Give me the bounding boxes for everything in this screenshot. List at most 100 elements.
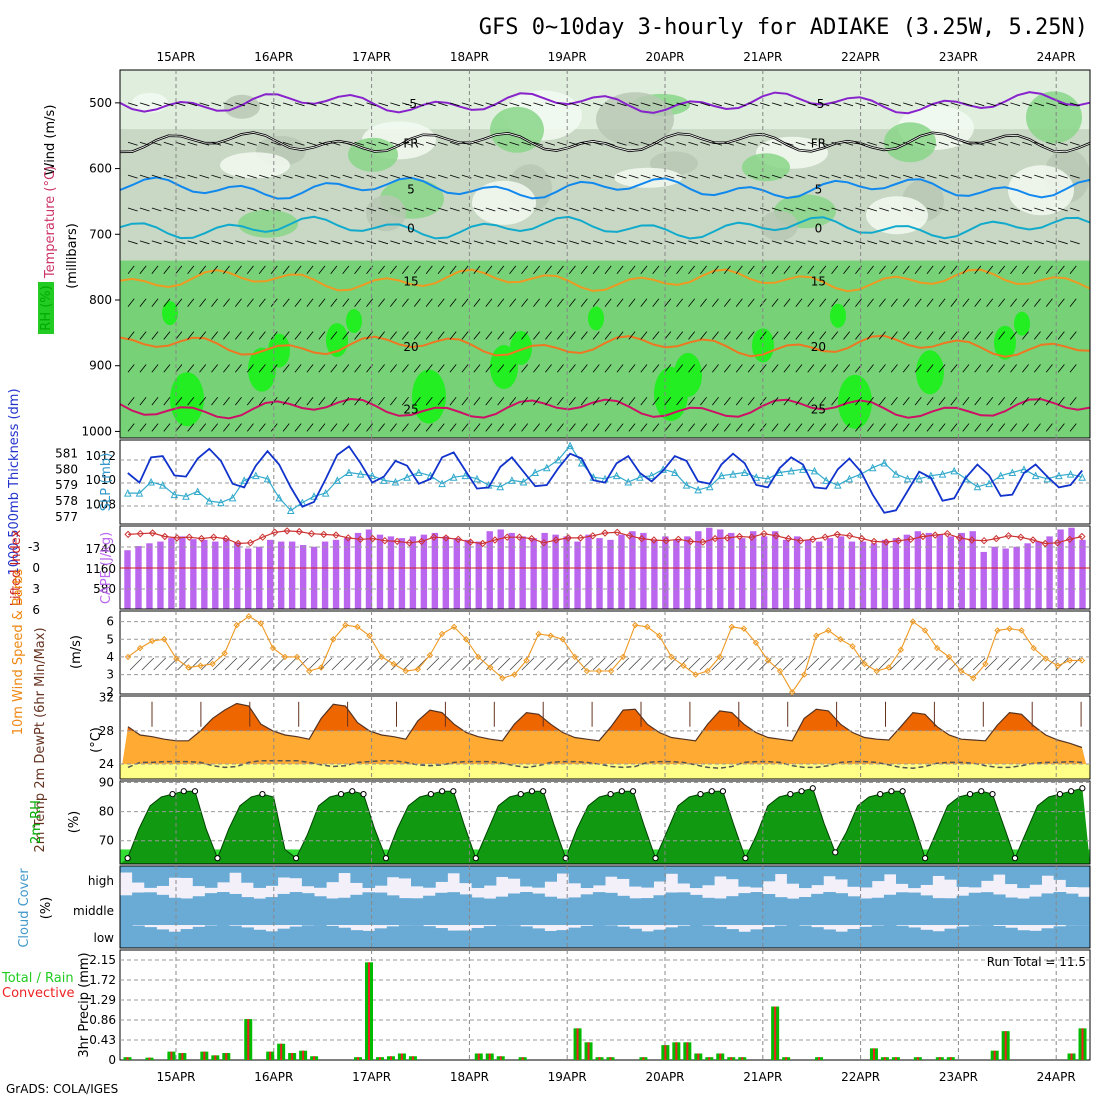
wind-barb [890,364,898,373]
wind-barb [640,174,651,179]
cloud-bar [932,866,945,876]
day-label-bottom: 20APR [645,1070,684,1084]
cloud-bar [689,925,703,948]
wind-barb [414,207,424,212]
li-point [674,535,683,544]
precip-convective-bar [411,1056,414,1060]
wind-barb [282,423,290,432]
wind-barb [426,102,436,107]
wind-barb [902,397,910,406]
thickness-point [286,506,295,514]
cloud-bar [423,926,436,948]
wind-barb-10m [604,657,618,671]
wind-barb [414,102,424,107]
wind-barb [509,240,520,245]
wind-speed-point [281,653,289,661]
wind-barb [819,174,830,179]
wind-barb [724,102,734,107]
thickness-point [892,469,900,478]
wind-speed-point [257,620,265,627]
wind-barb [700,364,707,373]
wind-barb [592,174,603,179]
wind-barb [616,265,624,274]
cape-bar [585,534,592,609]
wind-barb [890,397,898,406]
thickness-point [845,474,854,483]
cloud-bar [398,898,412,925]
cloud-bar [568,866,582,884]
wind-barb [568,331,576,340]
wind-barb [926,174,937,179]
li-point [943,529,952,538]
wind-barb [962,141,973,146]
cloud-bar [556,930,570,948]
ytick-wind: 3 [106,668,114,682]
wind-barb [1034,240,1044,245]
cape-bar [640,532,647,609]
wind-barb [688,331,696,340]
wind-speed-point [631,621,639,629]
li-point [564,534,573,542]
wind-barb [735,331,743,340]
cloud-bar [847,866,861,887]
wind-barb [914,265,922,274]
wind-speed-point [438,630,446,638]
li-point [295,527,304,536]
contour-label: 25 [811,402,826,416]
cloud-bar [168,931,182,948]
thickness-point [519,477,528,486]
wind-barb [211,265,219,274]
cloud-bar [799,866,812,889]
cloud-bar [301,925,315,948]
wind-speed-point [462,636,470,643]
wind-barb [473,397,481,406]
wind-barb [902,265,910,274]
wind-barb [282,265,290,274]
li-point [711,534,719,543]
wind-barb [175,141,186,146]
thickness-point [368,471,377,480]
thickness-point [391,477,400,486]
wind-speed-point [1042,655,1049,662]
wind-barb [235,364,242,373]
wind-barb [688,240,699,245]
wind-barb [962,102,973,107]
precip-convective-bar [1070,1053,1073,1060]
wind-barb [521,240,532,245]
thickness-point [775,468,784,476]
wind-barb [1057,331,1065,340]
wind-speed-point [1078,657,1086,664]
rh-saturated-patch [830,303,846,328]
day-label-top: 17APR [352,50,391,64]
wind-barb [223,298,230,307]
wind-barb [986,207,997,212]
wind-barb [354,397,362,406]
wind-barb [998,265,1006,274]
wind-barb [914,423,922,432]
li-point [809,535,817,544]
li-point [344,534,352,542]
cloud-bar [253,866,266,888]
wind-barb [843,174,854,179]
wind-barb [1058,240,1068,245]
wind-barb [974,174,985,179]
day-label-bottom: 16APR [254,1070,293,1084]
cloud-bar [338,866,351,874]
cape-bar [1024,543,1031,609]
wind-barb [867,141,878,146]
wind-barb [223,141,234,146]
wind-barb [318,397,326,406]
cloud-bar [459,866,473,884]
wind-barb [235,207,245,212]
cloud-bar [580,894,594,925]
wind-barb [235,102,245,107]
precip-convective-bar [1081,1028,1084,1060]
wind-barb [1022,265,1029,274]
wind-barb [414,240,424,245]
wind-barb [306,397,314,406]
wind-barb [521,102,532,107]
wind-barb [485,364,493,373]
wind-barb [962,397,970,406]
wind-barb [127,331,135,340]
